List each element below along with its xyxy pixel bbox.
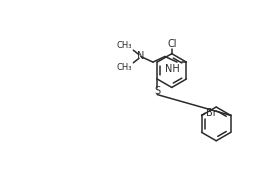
Text: NH: NH bbox=[165, 64, 180, 74]
Text: S: S bbox=[154, 86, 160, 97]
Text: Cl: Cl bbox=[167, 39, 177, 49]
Text: CH₃: CH₃ bbox=[117, 41, 132, 50]
Text: CH₃: CH₃ bbox=[117, 63, 132, 72]
Text: N: N bbox=[137, 51, 144, 62]
Text: Br: Br bbox=[206, 108, 216, 118]
